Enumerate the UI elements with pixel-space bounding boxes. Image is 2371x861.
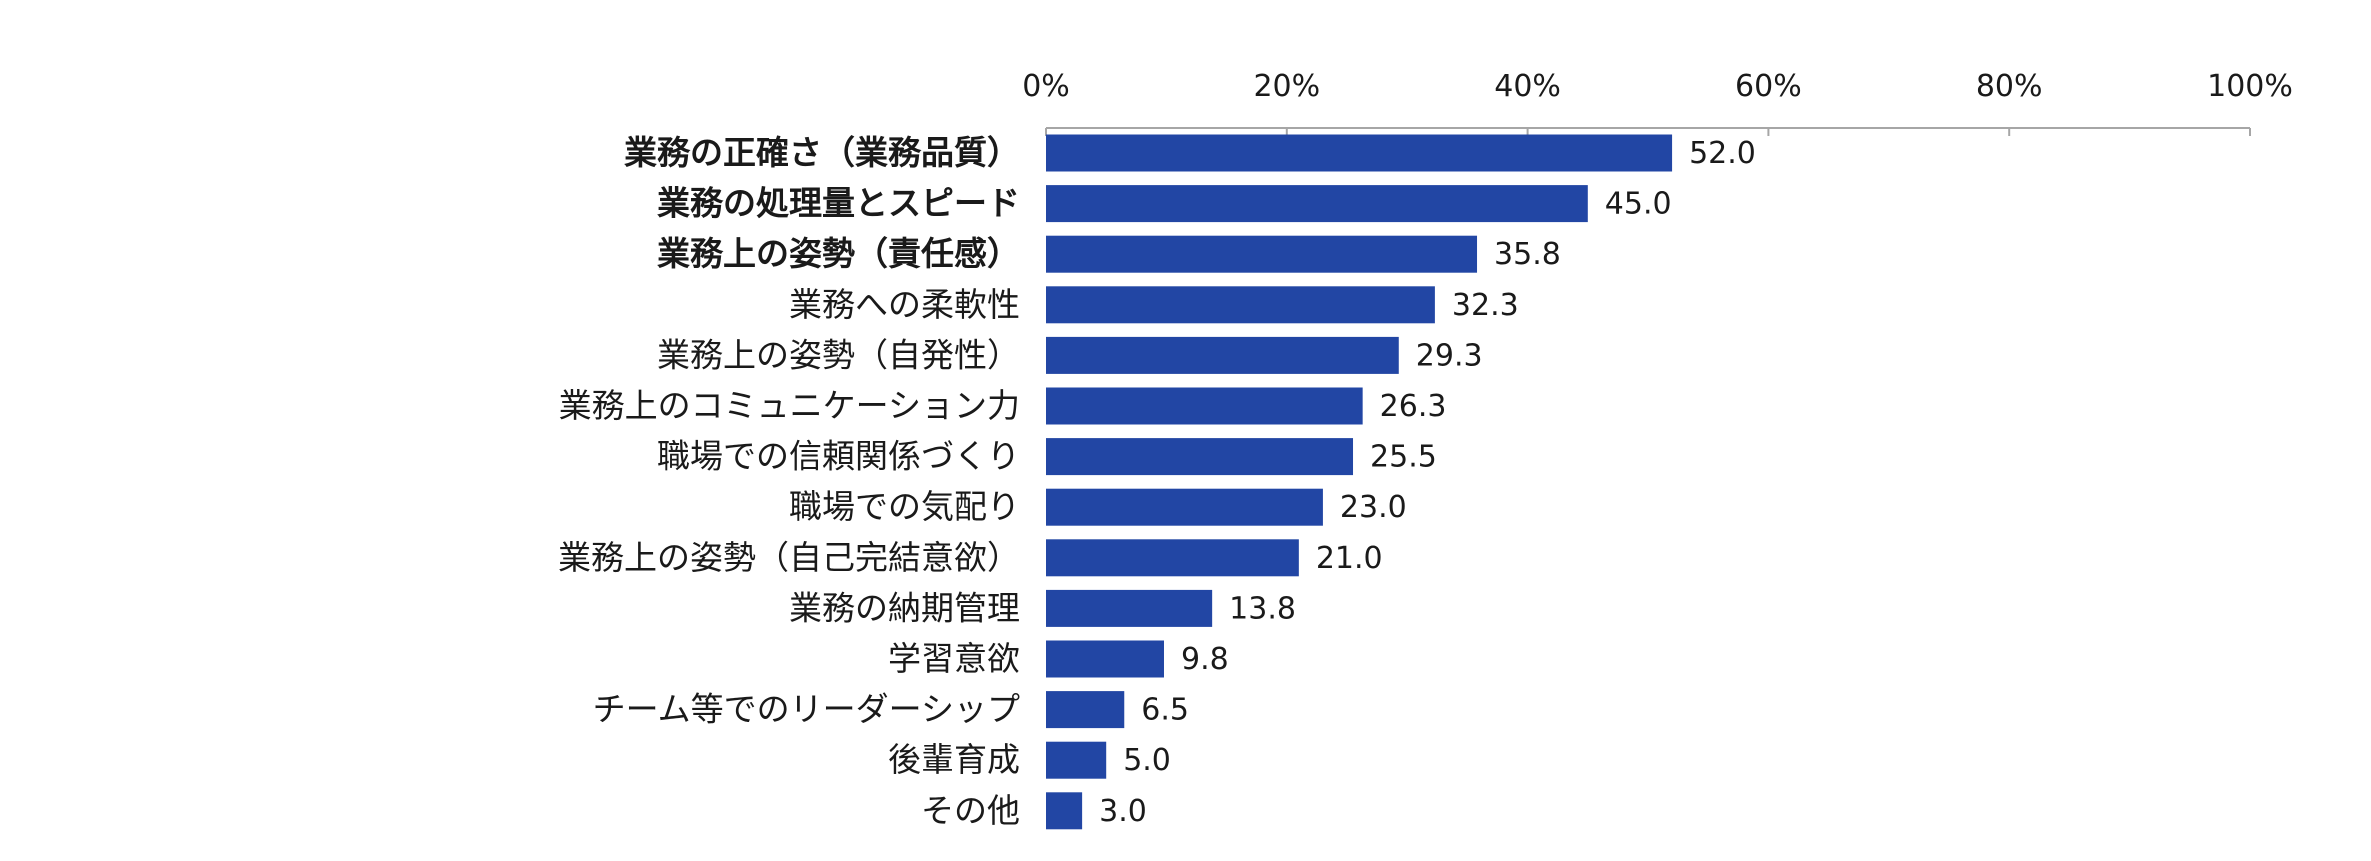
bar: [1046, 387, 1363, 425]
category-label: 学習意欲: [888, 639, 1020, 678]
data-label: 35.8: [1494, 237, 1561, 272]
category-label: 業務の正確さ（業務品質）: [624, 133, 1020, 172]
data-label: 21.0: [1316, 541, 1383, 576]
x-tick-label: 40%: [1494, 69, 1561, 104]
data-label: 52.0: [1689, 136, 1756, 171]
bar: [1046, 336, 1399, 374]
data-label: 45.0: [1605, 187, 1672, 222]
x-tick-label: 80%: [1976, 69, 2043, 104]
category-label: 業務上の姿勢（責任感）: [657, 234, 1020, 273]
bar: [1046, 235, 1478, 273]
category-label: 業務上の姿勢（自発性）: [657, 335, 1020, 374]
data-label: 26.3: [1380, 389, 1447, 424]
data-label: 6.5: [1141, 693, 1189, 728]
category-label: 業務の納期管理: [789, 588, 1020, 627]
category-label: その他: [921, 791, 1020, 830]
x-tick-label: 100%: [2207, 69, 2293, 104]
category-label: 後輩育成: [888, 740, 1020, 779]
category-label: 職場での信頼関係づくり: [657, 437, 1020, 476]
value-labels: 52.0 45.0 35.8 32.3 29.3 26.3 25.5 23.0 21.0 13.8…: [1099, 136, 1756, 829]
data-label: 32.3: [1452, 288, 1519, 323]
category-label: 業務上のコミュニケーション力: [559, 386, 1020, 425]
bar: [1046, 691, 1125, 729]
x-tick-label: 20%: [1253, 69, 1320, 104]
category-label: 職場での気配り: [789, 487, 1020, 526]
x-tick-label: 60%: [1735, 69, 1802, 104]
category-label: 業務への柔軟性: [789, 285, 1020, 324]
bar: [1046, 286, 1435, 324]
bar: [1046, 134, 1673, 172]
bar: [1046, 488, 1323, 526]
data-label: 9.8: [1181, 642, 1229, 677]
bar: [1046, 792, 1083, 830]
category-label: 業務上の姿勢（自己完結意欲）: [558, 538, 1020, 577]
bar: [1046, 589, 1213, 627]
bar: [1046, 539, 1299, 577]
data-label: 25.5: [1370, 440, 1437, 475]
data-label: 5.0: [1123, 743, 1171, 778]
bar: [1046, 185, 1588, 223]
x-axis: 0% 20% 40% 60% 80% 100%: [1022, 69, 2293, 136]
x-tick-label: 0%: [1022, 69, 1070, 104]
category-label: 業務の処理量とスピード: [657, 184, 1020, 223]
bar: [1046, 640, 1164, 678]
bar: [1046, 438, 1354, 476]
bar: [1046, 741, 1107, 779]
data-label: 3.0: [1099, 794, 1147, 829]
data-label: 29.3: [1416, 338, 1483, 373]
bars: [1046, 134, 1673, 830]
category-label: チーム等でのリーダーシップ: [593, 690, 1020, 729]
data-label: 23.0: [1340, 490, 1407, 525]
data-label: 13.8: [1229, 591, 1296, 626]
